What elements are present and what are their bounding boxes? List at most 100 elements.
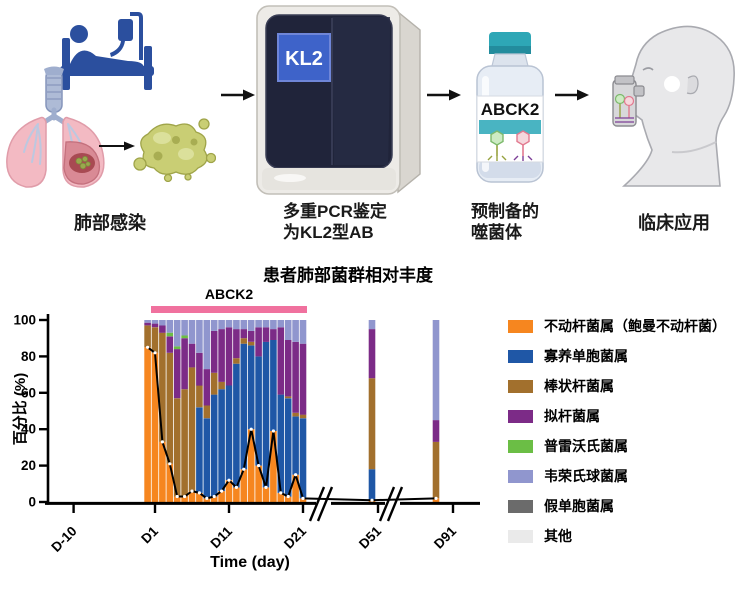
line-marker (190, 489, 194, 493)
flow-arrow-icon (427, 89, 461, 101)
legend-swatch-prevotella (508, 439, 533, 453)
bar-segment-prevotella (166, 332, 174, 337)
line-marker (370, 498, 374, 502)
line-marker (286, 494, 290, 499)
line-marker (212, 494, 216, 499)
bar-segment-acinetobacter (210, 496, 218, 502)
step4-caption: 临床应用 (638, 213, 710, 233)
bar-segment-veillonella (284, 320, 292, 340)
legend-swatch-bacteroides (508, 409, 533, 423)
bar-segment-corynebacterium (233, 358, 240, 364)
bar-segment-acinetobacter (188, 491, 196, 502)
bar-segment-corynebacterium (159, 332, 166, 442)
pcr-machine-illustration: KL2 (256, 5, 421, 195)
bar-segment-bacteroides (247, 330, 255, 342)
axis-break-icon (378, 486, 396, 522)
bar-segment-acinetobacter (181, 496, 188, 502)
bar-segment-bacteroides (292, 341, 299, 413)
cheek-dot (664, 76, 680, 92)
bar-segment-veillonella (277, 320, 285, 328)
bar-segment-prevotella (173, 346, 181, 350)
legend-label: 假单胞菌属 (544, 498, 614, 514)
bar-segment-bacteroides (181, 338, 188, 390)
bar-segment-veillonella (203, 320, 211, 370)
bar-segment-corynebacterium (188, 367, 196, 492)
x-tick-label: D91 (431, 523, 459, 551)
y-tick-label: 0 (28, 495, 36, 510)
bar-segment-veillonella (196, 320, 203, 353)
acinetobacter-line (147, 346, 437, 502)
y-tick-label: 80 (21, 349, 36, 364)
line-marker (279, 491, 283, 495)
bar-segment-corynebacterium (240, 338, 248, 344)
bar-segment-bacteroides (277, 327, 285, 395)
bar-segment-veillonella (292, 320, 299, 342)
bar-segment-acinetobacter (240, 469, 248, 502)
x-tick-label: D1 (138, 523, 161, 546)
line-marker (220, 489, 224, 493)
phage-vial-illustration: ABCK2 (476, 32, 544, 183)
bar-segment-bacteroides (196, 352, 203, 386)
bar-segment-veillonella (210, 320, 218, 331)
line-marker (160, 440, 164, 444)
bar-segment-corynebacterium (210, 372, 218, 395)
bar-segment-stenotrophomonas (270, 340, 277, 431)
bar-segment-corynebacterium (284, 396, 292, 399)
bar-segment-acinetobacter (432, 498, 440, 502)
line-marker (434, 496, 438, 500)
bar-segment-bacteroides (173, 349, 181, 399)
bar-segment-corynebacterium (181, 389, 188, 497)
step2-caption: 多重PCR鉴定 为KL2型AB (283, 201, 413, 243)
bar-segment-bacteroides (225, 327, 233, 386)
line-marker (183, 494, 187, 499)
bar-segment-acinetobacter (144, 347, 151, 502)
line-marker (153, 351, 157, 355)
closed-eye (642, 67, 654, 71)
bar-segment-stenotrophomonas (262, 341, 270, 488)
bar-segment-veillonella (188, 320, 196, 344)
pink-phage-icon (513, 130, 533, 161)
legend-label: 普雷沃氏菌属 (544, 438, 628, 454)
green-phage-icon (487, 130, 507, 161)
nebulizer-icon (612, 75, 645, 127)
bar-segment-veillonella (240, 320, 248, 330)
bar-segment-stenotrophomonas (233, 363, 240, 488)
legend-swatch-stenotrophomonas (508, 349, 533, 363)
bar-segment-bacteroides (255, 327, 262, 357)
bar-segment-bacteroides (368, 329, 376, 379)
bar-segment-acinetobacter (292, 474, 299, 502)
vial-label: ABCK2 (476, 95, 544, 163)
infected-lungs-illustration (6, 66, 135, 188)
bar-segment-corynebacterium (247, 341, 255, 346)
bar-segment-veillonella (247, 320, 255, 331)
bar-segment-acinetobacter (159, 441, 166, 502)
bar-segment-acinetobacter (277, 492, 285, 502)
step2-caption-line1: 多重PCR鉴定 (283, 202, 387, 221)
bar-segment-bacteroides (159, 325, 166, 333)
line-marker (234, 485, 238, 489)
bar-segment-bacteroides (233, 329, 240, 359)
line-marker (146, 345, 150, 349)
legend-label: 寡养单胞菌属 (544, 348, 628, 364)
bar-segment-acinetobacter (173, 496, 181, 502)
step3-caption-line1: 预制备的 (471, 202, 539, 221)
patient-head-illustration (612, 25, 735, 187)
y-tick-label: 100 (13, 313, 36, 328)
legend-label: 其他 (544, 528, 572, 544)
bar-segment-prevotella (181, 335, 188, 339)
legend-swatch-other (508, 529, 533, 543)
legend-item-veillonella: 韦荣氏球菌属 (508, 461, 754, 491)
treatment-band (151, 306, 307, 313)
chart-legend: 不动杆菌属（鲍曼不动杆菌） 寡养单胞菌属 棒状杆菌属 拟杆菌属 普雷沃氏菌属 韦荣氏球菌属… (508, 311, 754, 551)
bar-segment-corynebacterium (196, 385, 203, 408)
bar-segment-corynebacterium (299, 414, 307, 419)
bar-segment-veillonella (432, 320, 440, 421)
bar-segment-corynebacterium (173, 398, 181, 497)
legend-item-prevotella: 普雷沃氏菌属 (508, 431, 754, 461)
legend-item-acinetobacter: 不动杆菌属（鲍曼不动杆菌） (508, 311, 754, 341)
legend-swatch-pseudomonas (508, 499, 533, 513)
y-tick-label: 20 (21, 458, 36, 473)
x-tick-label: D21 (281, 523, 309, 551)
bar-segment-stenotrophomonas (284, 398, 292, 497)
bar-segment-veillonella (233, 320, 240, 330)
